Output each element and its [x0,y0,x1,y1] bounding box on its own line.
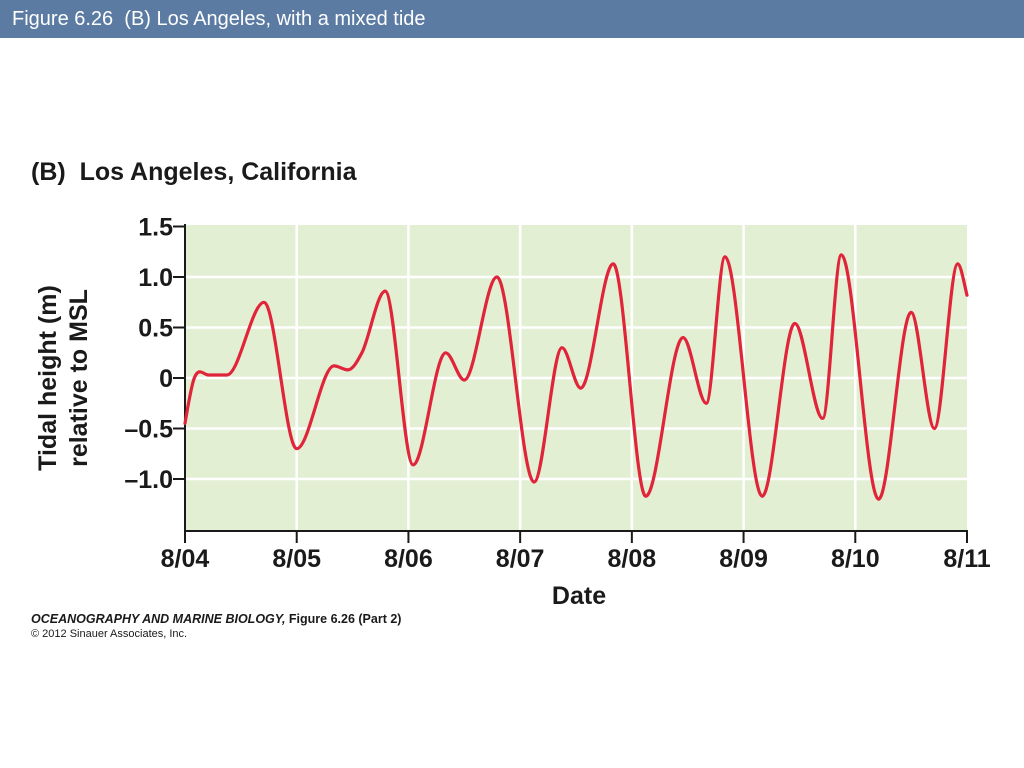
grid-lines [185,225,967,531]
x-tick-label: 8/07 [496,545,545,573]
y-tick-label: –0.5 [124,416,173,444]
tide-data-point [360,351,363,354]
tide-data-point [724,255,727,258]
tide-data-point [682,336,685,339]
credit-figure: Figure 6.26 (Part 2) [285,612,402,626]
x-tick-label: 8/04 [161,545,210,573]
tide-data-point [793,322,796,325]
tide-data-point [705,402,708,405]
x-tick-label: 8/09 [719,545,768,573]
chart-title: (B) Los Angeles, California [31,158,358,186]
y-axis-label-line1: Tidal height (m) [34,285,62,471]
tide-data-point [193,377,196,380]
slide-title: Figure 6.26 (B) Los Angeles, with a mixe… [0,0,1024,38]
tide-data-point [966,294,969,297]
credit-line: OCEANOGRAPHY AND MARINE BIOLOGY, Figure … [31,612,401,626]
tide-data-point [533,481,536,484]
tide-series-line [183,253,969,501]
y-tick-label: 1.0 [138,264,173,292]
tide-data-point [444,351,447,354]
credit-book: OCEANOGRAPHY AND MARINE BIOLOGY, [31,612,286,626]
x-tick-label: 8/05 [272,545,321,573]
y-tick-label: 0.5 [138,315,173,343]
tide-data-point [956,262,959,265]
x-tick-label: 8/11 [943,545,990,573]
y-tick-label: –1.0 [124,466,173,494]
copyright: © 2012 Sinauer Associates, Inc. [31,628,188,640]
y-axis-label-line2: relative to MSL [65,289,93,467]
tide-data-point [877,498,880,501]
tide-data-point [207,374,210,377]
tide-data-point [910,311,913,314]
y-tick-label: 1.5 [138,214,173,242]
tide-data-point [463,379,466,382]
tide-data-point [495,276,498,279]
tide-data-point [644,495,647,498]
tide-data-point [933,427,936,430]
tide-data-point [561,346,564,349]
x-axis-label: Date [552,582,606,610]
figure-credit: OCEANOGRAPHY AND MARINE BIOLOGY, Figure … [31,612,401,640]
x-tick-label: 8/06 [384,545,433,573]
tide-data-point [184,422,187,425]
x-tick-label: 8/10 [831,545,880,573]
tide-data-point [225,374,228,377]
tide-data-point [384,290,387,293]
tide-data-point [333,364,336,367]
x-ticks: 8/04 8/05 8/06 8/07 8/08 8/09 8/10 8/11 [161,531,991,573]
tide-data-point [346,368,349,371]
tide-data-point [263,301,266,304]
tide-data-point [412,463,415,466]
tide-data-point [761,495,764,498]
tide-data-point [821,417,824,420]
tide-data-point [579,387,582,390]
x-tick-label: 8/08 [608,545,657,573]
y-ticks: 1.5 1.0 0.5 0 –0.5 –1.0 [124,214,185,494]
tide-data-point [295,447,298,450]
tide-data-point [840,253,843,256]
y-tick-label: 0 [159,365,173,393]
tide-data-point [612,262,615,265]
